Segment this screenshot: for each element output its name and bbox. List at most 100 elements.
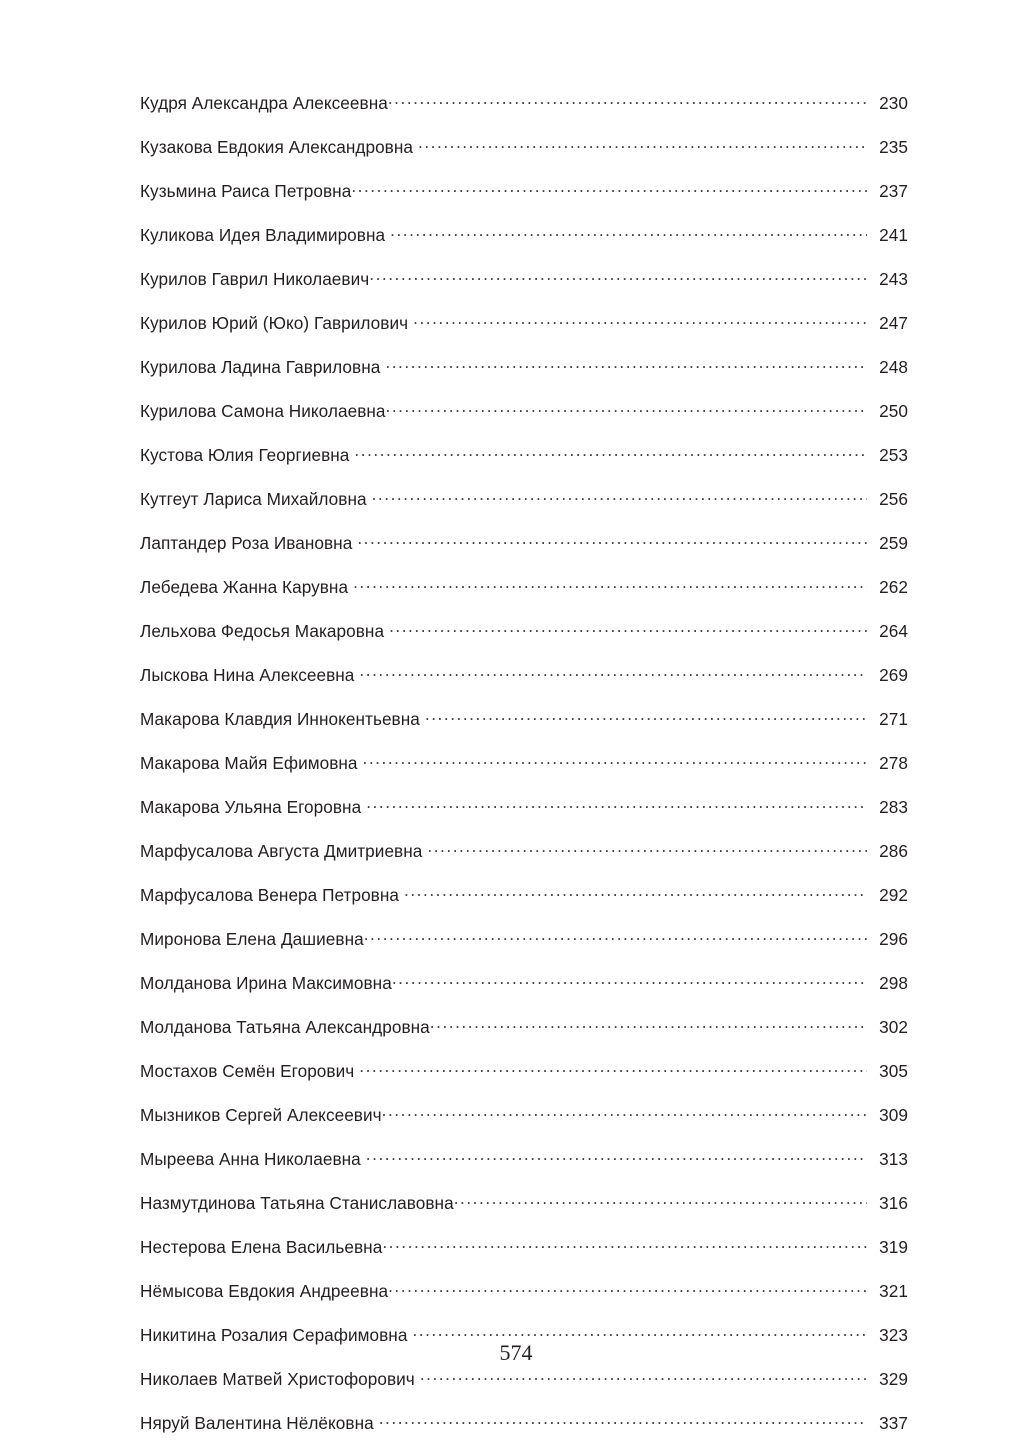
toc-entry-name: Нестерова Елена Васильевна [140, 1237, 383, 1258]
toc-entry-page-number: 329 [879, 1369, 908, 1390]
toc-dot-leader [351, 180, 867, 197]
toc-dot-leader [364, 928, 867, 945]
toc-dot-leader [413, 312, 867, 329]
toc-entry-name: Миронова Елена Дашиевна [140, 929, 364, 950]
toc-entry[interactable]: Николаев Матвей Христофорович 329 [140, 1368, 908, 1412]
toc-dot-leader [382, 1236, 867, 1253]
toc-entry-name: Кутгеут Лариса Михайловна [140, 489, 367, 510]
toc-dot-leader [404, 884, 867, 901]
toc-entry[interactable]: Марфусалова Августа Дмитриевна 286 [140, 840, 908, 884]
toc-dot-leader [353, 576, 867, 593]
toc-entry-page-number: 323 [879, 1325, 908, 1346]
toc-entry[interactable]: Макарова Майя Ефимовна 278 [140, 752, 908, 796]
toc-entry-name: Мостахов Семён Егорович [140, 1061, 355, 1082]
toc-dot-leader [388, 1280, 867, 1297]
toc-dot-leader [359, 664, 867, 681]
toc-entry[interactable]: Курилов Юрий (Юко) Гаврилович 247 [140, 312, 908, 356]
toc-entry[interactable]: Миронова Елена Дашиевна 296 [140, 928, 908, 972]
toc-entry-name: Никитина Розалия Серафимовна [140, 1325, 408, 1346]
toc-entry[interactable]: Курилов Гаврил Николаевич 243 [140, 268, 908, 312]
toc-entry-name: Кузьмина Раиса Петровна [140, 181, 352, 202]
toc-entry-name: Лаптандер Роза Ивановна [140, 533, 353, 554]
toc-entry[interactable]: Лаптандер Роза Ивановна 259 [140, 532, 908, 576]
toc-entry-page-number: 264 [879, 621, 908, 642]
toc-dot-leader [354, 444, 867, 461]
toc-entry-page-number: 250 [879, 401, 908, 422]
toc-entry[interactable]: Макарова Клавдия Иннокентьевна 271 [140, 708, 908, 752]
toc-entry-name: Молданова Ирина Максимовна [140, 973, 392, 994]
toc-entry[interactable]: Молданова Татьяна Александровна 302 [140, 1016, 908, 1060]
toc-entry[interactable]: Кудря Александра Алексеевна 230 [140, 92, 908, 136]
toc-dot-leader [430, 1016, 867, 1033]
toc-dot-leader [363, 752, 867, 769]
toc-entry-page-number: 235 [879, 137, 908, 158]
toc-entry-page-number: 237 [879, 181, 908, 202]
toc-entry[interactable]: Молданова Ирина Максимовна 298 [140, 972, 908, 1016]
toc-entry-name: Кустова Юлия Георгиевна [140, 445, 350, 466]
toc-dot-leader [389, 620, 867, 637]
toc-entry-page-number: 305 [879, 1061, 908, 1082]
toc-entry[interactable]: Няруй Валентина Нёлёковна 337 [140, 1412, 908, 1442]
toc-entry-name: Курилов Юрий (Юко) Гаврилович [140, 313, 409, 334]
toc-entry[interactable]: Назмутдинова Татьяна Станиславовна 316 [140, 1192, 908, 1236]
toc-entry-name: Куликова Идея Владимировна [140, 225, 386, 246]
toc-dot-leader [369, 268, 867, 285]
toc-entry[interactable]: Мостахов Семён Егорович 305 [140, 1060, 908, 1104]
toc-entry-page-number: 296 [879, 929, 908, 950]
toc-entry[interactable]: Мыреева Анна Николаевна 313 [140, 1148, 908, 1192]
toc-entry[interactable]: Лельхова Федосья Макаровна 264 [140, 620, 908, 664]
toc-entry-name: Кудря Александра Алексеевна [140, 93, 388, 114]
toc-dot-leader [420, 1368, 867, 1385]
toc-entry-name: Молданова Татьяна Александровна [140, 1017, 430, 1038]
toc-entry-name: Марфусалова Августа Дмитриевна [140, 841, 423, 862]
toc-entry-name: Нёмысова Евдокия Андреевна [140, 1281, 389, 1302]
toc-entry[interactable]: Куликова Идея Владимировна 241 [140, 224, 908, 268]
toc-entry[interactable]: Марфусалова Венера Петровна 292 [140, 884, 908, 928]
toc-entry-name: Лыскова Нина Алексеевна [140, 665, 355, 686]
toc-entry-name: Мызников Сергей Алексеевич [140, 1105, 382, 1126]
toc-entry[interactable]: Кузьмина Раиса Петровна 237 [140, 180, 908, 224]
toc-entry-page-number: 278 [879, 753, 908, 774]
toc-entry-page-number: 243 [879, 269, 908, 290]
toc-entry-page-number: 319 [879, 1237, 908, 1258]
toc-entry-name: Курилова Самона Николаевна [140, 401, 386, 422]
toc-entry-name: Курилова Ладина Гавриловна [140, 357, 381, 378]
toc-dot-leader [372, 488, 867, 505]
page-folio-number: 574 [499, 1340, 533, 1365]
toc-dot-leader [454, 1192, 867, 1209]
toc-entry[interactable]: Никитина Розалия Серафимовна 323 [140, 1324, 908, 1368]
toc-entry[interactable]: Нестерова Елена Васильевна 319 [140, 1236, 908, 1280]
toc-dot-leader [366, 1148, 867, 1165]
toc-entry-page-number: 309 [879, 1105, 908, 1126]
toc-entry-page-number: 247 [879, 313, 908, 334]
toc-entry[interactable]: Курилова Самона Николаевна 250 [140, 400, 908, 444]
toc-entry-page-number: 259 [879, 533, 908, 554]
toc-entry[interactable]: Макарова Ульяна Егоровна 283 [140, 796, 908, 840]
toc-entry-name: Лебедева Жанна Карувна [140, 577, 349, 598]
toc-entry-list: Кудря Александра Алексеевна 230 Кузакова Е… [140, 92, 908, 1442]
toc-entry-name: Макарова Ульяна Егоровна [140, 797, 362, 818]
toc-entry-name: Няруй Валентина Нёлёковна [140, 1413, 374, 1434]
toc-entry[interactable]: Кустова Юлия Георгиевна 253 [140, 444, 908, 488]
toc-entry[interactable]: Мызников Сергей Алексеевич 309 [140, 1104, 908, 1148]
toc-entry-page-number: 316 [879, 1193, 908, 1214]
toc-dot-leader [392, 972, 867, 989]
toc-entry[interactable]: Кузакова Евдокия Александровна 235 [140, 136, 908, 180]
toc-entry-name: Макарова Майя Ефимовна [140, 753, 358, 774]
toc-entry-name: Назмутдинова Татьяна Станиславовна [140, 1193, 454, 1214]
toc-entry-page-number: 302 [879, 1017, 908, 1038]
toc-entry[interactable]: Курилова Ладина Гавриловна 248 [140, 356, 908, 400]
toc-entry[interactable]: Кутгеут Лариса Михайловна 256 [140, 488, 908, 532]
toc-entry-page-number: 230 [879, 93, 908, 114]
toc-entry[interactable]: Лыскова Нина Алексеевна 269 [140, 664, 908, 708]
toc-entry-page-number: 298 [879, 973, 908, 994]
toc-dot-leader [425, 708, 867, 725]
toc-dot-leader [427, 840, 867, 857]
toc-dot-leader [412, 1324, 867, 1341]
toc-entry[interactable]: Лебедева Жанна Карувна 262 [140, 576, 908, 620]
toc-entry-name: Кузакова Евдокия Александровна [140, 137, 414, 158]
toc-entry-name: Николаев Матвей Христофорович [140, 1369, 415, 1390]
toc-entry[interactable]: Нёмысова Евдокия Андреевна 321 [140, 1280, 908, 1324]
toc-entry-page-number: 283 [879, 797, 908, 818]
